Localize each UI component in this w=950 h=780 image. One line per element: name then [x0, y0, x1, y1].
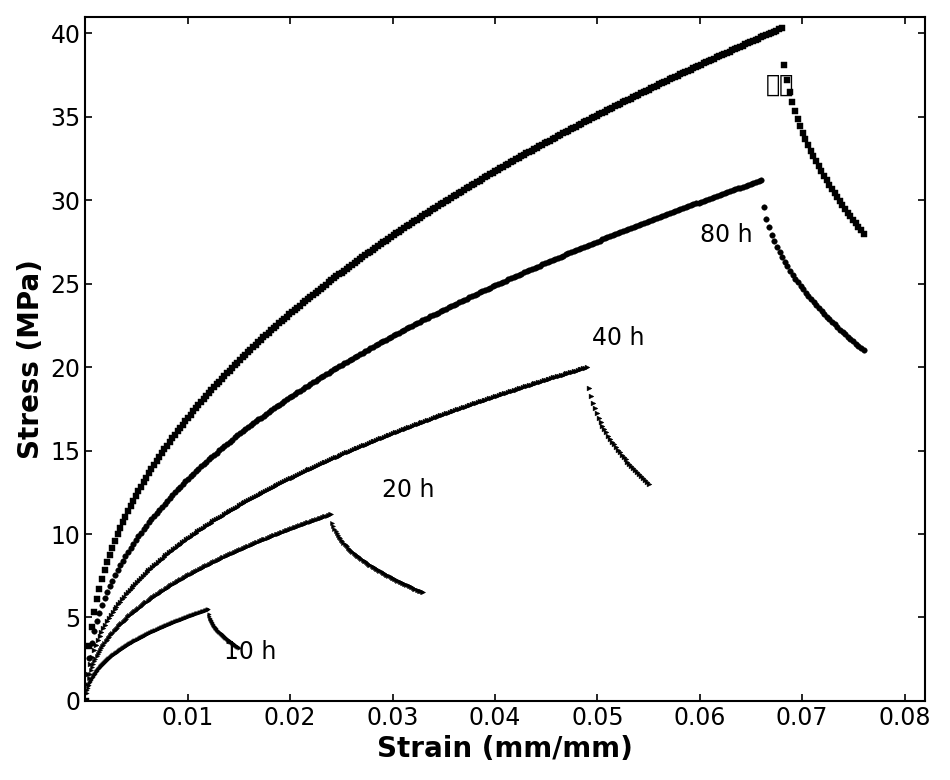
Text: 首次: 首次 — [767, 73, 794, 97]
X-axis label: Strain (mm/mm): Strain (mm/mm) — [377, 736, 633, 764]
Text: 10 h: 10 h — [223, 640, 276, 665]
Y-axis label: Stress (MPa): Stress (MPa) — [17, 259, 45, 459]
Text: 20 h: 20 h — [382, 478, 435, 502]
Text: 40 h: 40 h — [592, 327, 645, 350]
Text: 80 h: 80 h — [700, 223, 752, 247]
